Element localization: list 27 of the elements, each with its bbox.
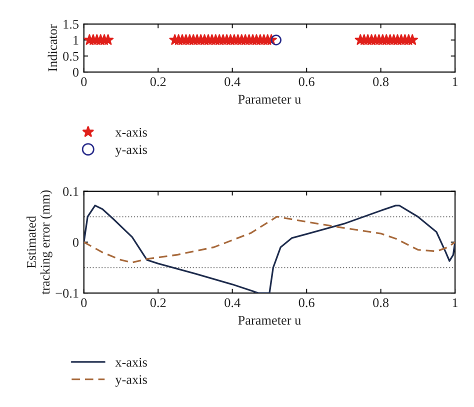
x-tick-label: 0.4	[224, 298, 240, 308]
y-tick-label: 0.5	[63, 52, 79, 61]
x-tick-label: 0.6	[298, 298, 314, 308]
y-tick-label: 0	[72, 68, 79, 77]
y-tick-label: 1	[74, 36, 78, 45]
x-tick-label: 0.2	[150, 298, 166, 308]
x-tick-label: 0.6	[298, 77, 314, 86]
x-tick-label: 1	[452, 298, 458, 308]
x-tick-label: 0.2	[150, 77, 166, 86]
y-axis-title: Estimated tracking error (mm)	[26, 190, 52, 294]
y-tick-label: 1.5	[64, 20, 79, 29]
x-tick-label: 0	[81, 77, 87, 86]
x-axis-title: Parameter u	[238, 316, 301, 325]
y-tick-label: 0	[72, 238, 79, 247]
x-axis-title: Parameter u	[238, 94, 301, 104]
y-tick-label: 0.1	[63, 187, 78, 196]
legend-label: x-axis	[115, 128, 147, 137]
legend-label: x-axis	[115, 358, 147, 367]
x-tick-label: 0	[81, 298, 87, 308]
legend-label: y-axis	[115, 375, 147, 387]
x-tick-label: 0.4	[224, 77, 240, 86]
y-tick-label: −0.1	[56, 288, 78, 298]
x-tick-label: 0.8	[373, 77, 389, 86]
x-tick-label: 0.8	[373, 298, 389, 308]
y-axis-title: Indicator	[48, 24, 58, 72]
x-tick-label: 1	[452, 77, 458, 86]
legend-label: y-axis	[115, 145, 147, 157]
